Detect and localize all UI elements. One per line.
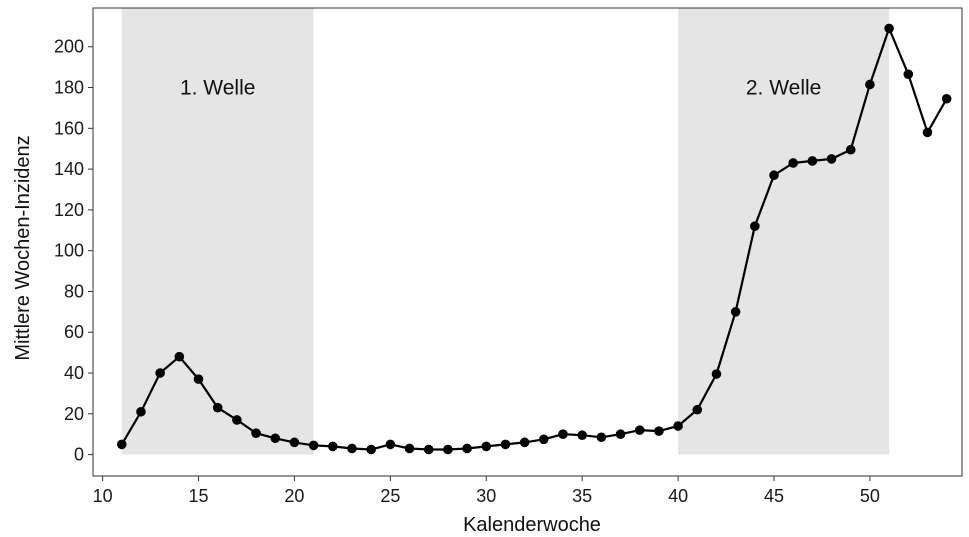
data-point-kw-54 (941, 93, 952, 104)
data-point-kw-40 (673, 421, 683, 431)
data-point-kw-15 (193, 374, 204, 384)
data-point-kw-24 (366, 444, 376, 455)
x-axis-title: Kalenderwoche (463, 514, 601, 536)
x-tick-label-50: 50 (860, 486, 880, 506)
data-point-kw-36 (596, 432, 607, 443)
y-tick-label-180: 180 (54, 78, 84, 98)
y-axis: 0 20 40 60 80 100 120 140 160 180 200 (54, 37, 93, 465)
data-point-kw-16 (212, 402, 223, 413)
x-tick-label-10: 10 (93, 486, 113, 506)
wave-bands (121, 8, 890, 455)
data-point-kw-47 (807, 156, 818, 166)
plot-frame (92, 7, 963, 477)
data-point-kw-39 (654, 426, 664, 436)
data-point-kw-30 (481, 441, 492, 452)
x-tick-label-35: 35 (572, 486, 592, 506)
data-point-kw-11 (116, 439, 127, 450)
data-point-kw-42 (711, 369, 722, 379)
data-point-kw-21 (308, 440, 319, 451)
y-tick-label-20: 20 (64, 404, 84, 424)
data-point-kw-13 (155, 368, 165, 378)
data-point-kw-45 (769, 170, 779, 181)
x-tick-label-40: 40 (668, 486, 688, 506)
data-point-kw-33 (539, 434, 549, 445)
x-axis: 10 15 20 25 30 35 40 45 50 (93, 476, 880, 506)
wave-band-labels: 1. Welle 2. Welle (180, 77, 821, 100)
data-point-kw-41 (692, 404, 703, 415)
data-point-kw-22 (327, 441, 338, 452)
data-point-kw-34 (558, 429, 568, 439)
data-point-kw-28 (443, 444, 453, 455)
data-point-kw-37 (615, 429, 626, 439)
y-tick-label-200: 200 (54, 37, 84, 57)
y-tick-label-120: 120 (54, 200, 84, 220)
data-point-kw-44 (750, 221, 760, 231)
wave-band-label-1: 1. Welle (180, 77, 255, 100)
x-tick-label-45: 45 (764, 486, 784, 506)
data-point-kw-14 (174, 351, 185, 362)
y-tick-label-0: 0 (74, 445, 84, 465)
data-point-kw-18 (251, 428, 261, 438)
x-tick-label-30: 30 (476, 486, 496, 506)
data-point-kw-12 (136, 406, 146, 417)
wave-band-1 (121, 8, 314, 455)
data-point-kw-19 (270, 433, 281, 444)
incidence-series (116, 23, 952, 455)
y-tick-label-80: 80 (64, 281, 84, 301)
data-point-kw-32 (519, 437, 530, 448)
data-point-kw-25 (385, 439, 396, 450)
data-point-kw-53 (922, 127, 933, 138)
data-point-kw-43 (730, 307, 741, 317)
data-point-kw-52 (903, 69, 914, 80)
x-tick-label-15: 15 (188, 486, 208, 506)
data-point-kw-27 (423, 444, 434, 455)
y-tick-label-40: 40 (64, 363, 84, 383)
data-point-kw-48 (826, 154, 837, 164)
y-tick-label-100: 100 (54, 241, 84, 261)
data-point-kw-20 (289, 437, 300, 448)
y-tick-label-140: 140 (54, 159, 84, 179)
x-tick-label-25: 25 (380, 486, 400, 506)
data-point-kw-26 (404, 443, 415, 454)
data-point-kw-49 (845, 144, 856, 155)
data-point-kw-46 (788, 158, 798, 168)
data-point-kw-51 (884, 23, 894, 34)
y-tick-label-160: 160 (54, 118, 84, 138)
data-point-kw-50 (865, 79, 875, 90)
wave-band-label-2: 2. Welle (746, 77, 821, 100)
x-tick-label-20: 20 (284, 486, 304, 506)
data-point-kw-35 (577, 430, 587, 441)
y-tick-label-60: 60 (64, 322, 84, 342)
data-point-kw-29 (462, 443, 472, 454)
data-point-kw-38 (634, 425, 645, 435)
data-point-kw-17 (232, 415, 242, 425)
data-point-kw-23 (347, 443, 357, 454)
data-point-kw-31 (500, 439, 511, 450)
y-axis-title: Mittlere Wochen-Inzidenz (12, 135, 34, 360)
